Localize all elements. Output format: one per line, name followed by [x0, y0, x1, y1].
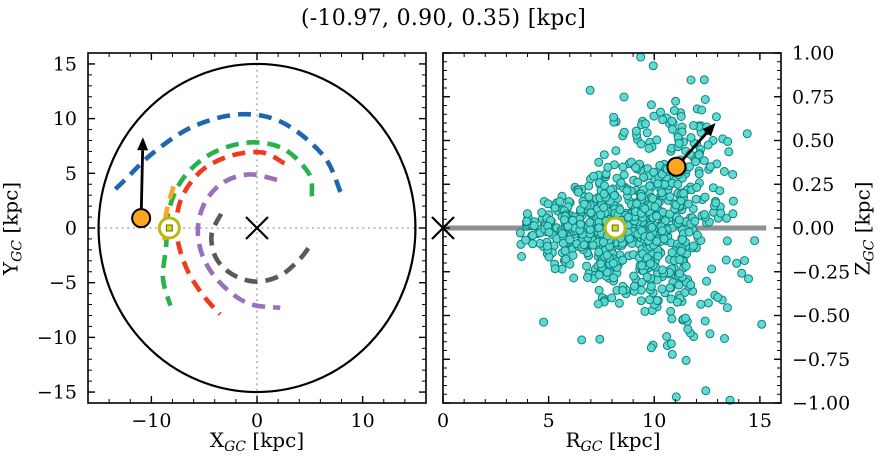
y-axis-label-xy-units: [kpc] [0, 181, 23, 240]
svg-text:15: 15 [53, 53, 77, 75]
target-star-marker [666, 156, 687, 177]
y-axis-label-rz-subscript: GC [861, 239, 878, 262]
x-axis-label-xy: XGC [kpc] [157, 428, 357, 455]
figure-title: (-10.97, 0.90, 0.35) [kpc] [300, 6, 587, 31]
tick-labels: 0 5 10 15 1.00 0.75 0.50 0.25 0.00 −0.25 −0.50 −0.7… [437, 43, 850, 433]
svg-text:10: 10 [351, 410, 375, 432]
svg-text:10: 10 [53, 108, 77, 130]
velocity-arrow-head [137, 137, 149, 151]
galactic-center-x-marker [245, 216, 269, 240]
svg-text:0.75: 0.75 [792, 86, 834, 108]
velocity-arrow-head [702, 123, 716, 137]
y-axis-label-xy-subscript: GC [9, 240, 26, 262]
x-axis-label-xy-subscript: GC [224, 439, 247, 455]
scatter-points [515, 52, 767, 405]
svg-text:−15: −15 [37, 382, 77, 404]
svg-text:15: 15 [748, 410, 772, 432]
svg-text:0.25: 0.25 [792, 174, 834, 196]
y-axis-label-rz-units: [kpc] [850, 181, 875, 240]
x-axis-label-xy-prefix: X [209, 428, 225, 452]
svg-text:−5: −5 [49, 272, 77, 294]
arm-green [160, 140, 315, 307]
svg-text:1.00: 1.00 [792, 43, 834, 65]
velocity-arrow [139, 150, 145, 219]
svg-text:5: 5 [65, 163, 77, 185]
rz-plot: 0 5 10 15 1.00 0.75 0.50 0.25 0.00 −0.25 −0.50 −0.7… [431, 43, 850, 432]
svg-text:10: 10 [642, 410, 666, 432]
svg-text:0.00: 0.00 [792, 218, 834, 240]
svg-text:0.50: 0.50 [792, 130, 834, 152]
arm-gray [209, 212, 311, 284]
svg-text:0: 0 [437, 410, 449, 432]
sun-marker [157, 216, 181, 240]
arm-blue [108, 111, 343, 196]
svg-text:−0.75: −0.75 [792, 349, 850, 371]
x-axis-label-xy-units: [kpc] [246, 428, 305, 452]
target-star-marker [131, 208, 152, 229]
y-axis-label-xy: YGC [kpc] [0, 136, 26, 322]
x-axis-label-rz: RGC [kpc] [513, 428, 713, 455]
svg-text:0: 0 [251, 410, 263, 432]
svg-text:0: 0 [65, 218, 77, 240]
svg-text:−1.00: −1.00 [792, 393, 850, 415]
y-axis-label-xy-prefix: Y [0, 261, 23, 276]
arm-purple [195, 172, 281, 311]
svg-text:−0.25: −0.25 [792, 261, 850, 283]
svg-text:5: 5 [543, 410, 555, 432]
x-axis-label-rz-units: [kpc] [602, 428, 661, 452]
x-axis-label-rz-subscript: GC [580, 439, 603, 455]
sun-marker [603, 216, 627, 240]
arm-red [174, 149, 286, 316]
y-axis-label-rz: ZGC [kpc] [851, 136, 878, 322]
x-axis-label-rz-prefix: R [565, 428, 581, 452]
xy-plot: −10 0 10 15 10 5 0 −5 −10 −15 [37, 52, 427, 432]
y-axis-label-rz-prefix: Z [850, 261, 875, 276]
galaxy-boundary-circle [97, 62, 417, 394]
svg-text:−10: −10 [37, 327, 77, 349]
svg-text:−10: −10 [131, 410, 171, 432]
svg-text:−0.50: −0.50 [792, 305, 850, 327]
tick-labels: −10 0 10 15 10 5 0 −5 −10 −15 [37, 53, 375, 432]
